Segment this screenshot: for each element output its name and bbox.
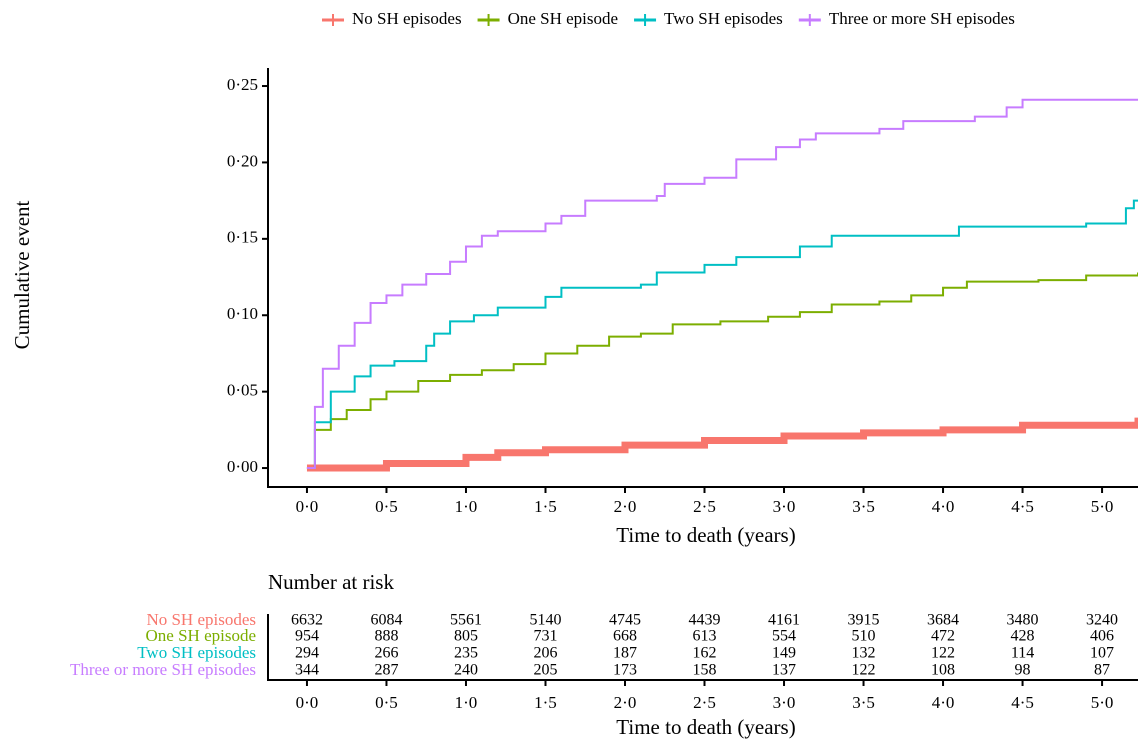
risk-x-tick-label: 3·5 xyxy=(852,693,875,712)
series-line xyxy=(306,199,1138,470)
series-line xyxy=(306,272,1138,470)
x-tick-label: 0·0 xyxy=(296,497,319,516)
risk-count: 114 xyxy=(1011,645,1034,662)
legend-label: Two SH episodes xyxy=(664,9,783,28)
risk-count: 4161 xyxy=(768,612,800,629)
risk-x-tick-label: 4·5 xyxy=(1011,693,1034,712)
risk-count: 3915 xyxy=(848,612,880,629)
risk-x-tick-label: 4·0 xyxy=(932,693,955,712)
x-tick-label: 4·0 xyxy=(932,497,955,516)
legend-label: Three or more SH episodes xyxy=(829,9,1015,28)
y-tick-label: 0·10 xyxy=(227,304,258,323)
risk-count: 510 xyxy=(852,628,876,645)
risk-count: 668 xyxy=(613,628,637,645)
risk-x-tick-label: 0·0 xyxy=(296,693,319,712)
risk-x-tick-label: 5·0 xyxy=(1091,693,1114,712)
risk-count: 98 xyxy=(1015,662,1031,679)
legend-item: No SH episodes xyxy=(322,9,462,28)
x-tick-label: 2·5 xyxy=(693,497,716,516)
y-tick-label: 0·05 xyxy=(227,381,258,400)
legend-label: No SH episodes xyxy=(352,9,462,28)
risk-count: 4439 xyxy=(689,612,721,629)
risk-row-label: No SH episodes xyxy=(146,610,256,629)
risk-count: 954 xyxy=(295,628,319,645)
x-tick-label: 4·5 xyxy=(1011,497,1034,516)
risk-table-title: Number at risk xyxy=(268,570,394,594)
x-tick-label: 2·0 xyxy=(614,497,637,516)
risk-count: 472 xyxy=(931,628,955,645)
risk-count: 205 xyxy=(533,662,557,679)
x-tick-label: 5·0 xyxy=(1091,497,1114,516)
plot-area xyxy=(306,98,1138,472)
risk-count: 287 xyxy=(374,662,398,679)
risk-count: 6632 xyxy=(291,612,323,629)
risk-count: 122 xyxy=(852,662,876,679)
risk-count: 266 xyxy=(374,645,398,662)
legend-key-marker xyxy=(803,14,816,26)
risk-row-label: One SH episode xyxy=(146,626,256,645)
risk-count: 6084 xyxy=(370,612,402,629)
risk-count: 4745 xyxy=(609,612,641,629)
risk-count: 406 xyxy=(1090,628,1114,645)
risk-count: 731 xyxy=(533,628,557,645)
legend-key-marker xyxy=(639,14,652,26)
risk-count: 132 xyxy=(852,645,876,662)
risk-count: 158 xyxy=(693,662,717,679)
risk-count: 3240 xyxy=(1086,612,1118,629)
legend-key-marker xyxy=(327,14,339,26)
risk-x-axis-title: Time to death (years) xyxy=(616,715,795,739)
x-tick-label: 1·0 xyxy=(455,497,478,516)
legend-label: One SH episode xyxy=(508,9,618,28)
series-line xyxy=(306,98,1138,470)
y-tick-label: 0·25 xyxy=(227,75,258,94)
x-tick-label: 0·5 xyxy=(375,497,398,516)
y-tick-label: 0·15 xyxy=(227,228,258,247)
risk-count: 294 xyxy=(295,645,319,662)
risk-count: 5561 xyxy=(450,612,482,629)
risk-count: 888 xyxy=(374,628,398,645)
risk-count: 187 xyxy=(613,645,637,662)
risk-count: 344 xyxy=(295,662,319,679)
risk-x-tick-label: 3·0 xyxy=(773,693,796,712)
y-tick-label: 0·00 xyxy=(227,457,258,476)
risk-x-tick-label: 1·5 xyxy=(534,693,557,712)
risk-count: 3480 xyxy=(1007,612,1039,629)
risk-count: 173 xyxy=(613,662,637,679)
legend-item: Three or more SH episodes xyxy=(798,9,1015,28)
risk-count: 87 xyxy=(1094,662,1110,679)
risk-row-label: Three or more SH episodes xyxy=(70,660,256,679)
series-line xyxy=(306,417,1138,472)
x-tick-label: 3·0 xyxy=(773,497,796,516)
legend-item: Two SH episodes xyxy=(634,9,783,28)
risk-x-tick-label: 2·0 xyxy=(614,693,637,712)
risk-count: 554 xyxy=(772,628,796,645)
risk-count: 3684 xyxy=(927,612,959,629)
x-axis-title: Time to death (years) xyxy=(616,523,795,547)
legend-item: One SH episode xyxy=(477,9,618,28)
risk-row-label: Two SH episodes xyxy=(137,643,256,662)
risk-count: 149 xyxy=(772,645,796,662)
risk-count: 108 xyxy=(931,662,955,679)
risk-count: 122 xyxy=(931,645,955,662)
risk-count: 805 xyxy=(454,628,478,645)
risk-count: 428 xyxy=(1011,628,1035,645)
y-axis-title: Cumulative event xyxy=(10,200,34,349)
risk-count: 206 xyxy=(533,645,557,662)
risk-count: 613 xyxy=(693,628,717,645)
risk-count: 5140 xyxy=(529,612,561,629)
legend-key-marker xyxy=(482,14,495,26)
x-tick-label: 1·5 xyxy=(534,497,557,516)
y-tick-label: 0·20 xyxy=(227,151,258,170)
risk-x-tick-label: 0·5 xyxy=(375,693,398,712)
risk-x-tick-label: 2·5 xyxy=(693,693,716,712)
risk-count: 162 xyxy=(693,645,717,662)
legend: No SH episodes One SH episode Two SH episo… xyxy=(322,9,1015,28)
risk-count: 240 xyxy=(454,662,478,679)
x-tick-label: 3·5 xyxy=(852,497,875,516)
risk-x-tick-label: 1·0 xyxy=(455,693,478,712)
risk-count: 107 xyxy=(1090,645,1114,662)
risk-count: 235 xyxy=(454,645,478,662)
risk-count: 137 xyxy=(772,662,796,679)
